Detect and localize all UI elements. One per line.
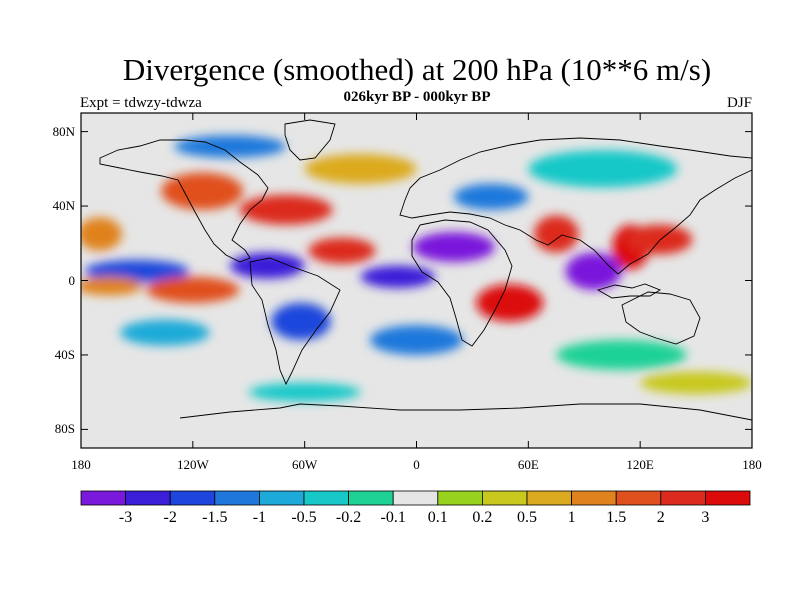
colorbar-swatch-13: [660, 490, 706, 506]
field-region-14: [239, 194, 333, 225]
colorbar-swatch-3: [214, 490, 260, 506]
season-label: DJF: [726, 95, 752, 111]
x-tick-label: 180: [742, 457, 762, 472]
map-title: Divergence (smoothed) at 200 hPa (10**6 …: [122, 52, 712, 87]
field-region-3: [230, 252, 305, 279]
field-region-19: [304, 153, 417, 184]
y-tick-label: 0: [68, 272, 76, 288]
colorbar-label: -2: [163, 509, 177, 526]
colorbar-swatch-12: [615, 490, 662, 506]
field-region-4: [271, 302, 331, 341]
coastline-africa: [411, 219, 513, 347]
colorbar-label: -3: [118, 509, 133, 526]
field-region-21: [528, 150, 678, 188]
x-tick-label: 120E: [626, 457, 654, 472]
experiment-label: Expt = tdwzy-tdwza: [80, 95, 202, 111]
x-tick-label: 60E: [517, 457, 539, 472]
coastlines: [99, 119, 753, 421]
field-layer: [81, 113, 752, 448]
field-region-23: [248, 382, 361, 402]
field-region-2: [146, 276, 240, 303]
field-region-9: [533, 215, 579, 253]
colorbar-swatch-14: [705, 490, 751, 506]
coastline-south-america: [249, 257, 341, 386]
field-region-16: [369, 325, 464, 355]
field-region-15: [81, 217, 122, 251]
colorbar-swatch-8: [437, 490, 483, 506]
coastline-europe-asia: [399, 137, 753, 275]
colorbar-swatch-5: [303, 490, 349, 506]
colorbar-label: 0.5: [517, 509, 537, 526]
field-region-20: [174, 135, 287, 158]
axis-ticks: [80, 113, 753, 448]
colorbar-label: 2: [656, 509, 665, 526]
field-region-22: [640, 371, 752, 395]
colorbar-swatch-4: [258, 490, 305, 506]
colorbar-swatch-10: [526, 490, 572, 506]
coastline-indonesia: [596, 283, 662, 299]
field-region-24: [453, 183, 529, 210]
field-region-5: [308, 237, 376, 264]
colorbar-label: 1: [567, 509, 576, 526]
colorbar-label: -0.5: [291, 509, 317, 526]
colorbar-label: 1.5: [606, 509, 627, 526]
x-tick-label: 180: [71, 457, 91, 472]
y-tick-label: 80S: [54, 421, 75, 437]
field-region-18: [556, 340, 687, 370]
field-region-12: [625, 224, 693, 255]
field-region-13: [161, 172, 244, 210]
colorbar-label: -0.2: [335, 509, 362, 526]
colorbar-swatch-0: [80, 490, 126, 506]
y-tick-label: 40S: [54, 346, 75, 362]
colorbar-swatch-11: [571, 490, 617, 506]
coastline-north-america: [99, 139, 269, 263]
map-subtitle: 026kyr BP - 000kyr BP: [343, 89, 491, 105]
x-tick-label: 0: [413, 457, 420, 472]
colorbar-swatch-2: [169, 490, 216, 506]
field-region-10: [565, 252, 622, 290]
colorbar-swatch-1: [125, 490, 171, 506]
colorbar-swatch-7: [392, 490, 439, 506]
coastline-greenland: [284, 119, 336, 161]
colorbar-label: 3: [701, 509, 710, 526]
colorbar-swatch-6: [348, 490, 394, 506]
colorbar-swatch-9: [481, 490, 528, 506]
colorbar-label: -1: [252, 509, 267, 526]
field-region-8: [476, 284, 544, 322]
field-region-17: [120, 319, 210, 346]
coastline-australia: [621, 291, 701, 345]
colorbar-label: -1.5: [202, 509, 228, 526]
colorbar: [80, 490, 751, 506]
y-tick-label: 40N: [52, 198, 75, 214]
y-tick-label: 80N: [52, 123, 75, 139]
colorbar-label: 0.2: [472, 509, 493, 526]
x-tick-label: 60W: [292, 457, 318, 472]
colorbar-label: -0.1: [380, 509, 406, 526]
coastline-antarctica: [179, 403, 753, 421]
field-region-0: [84, 260, 190, 283]
field-region-1: [81, 276, 143, 296]
field-region-7: [412, 232, 495, 262]
field-region-6: [360, 265, 436, 288]
x-tick-label: 120W: [176, 457, 209, 472]
colorbar-label: 0.1: [427, 509, 448, 526]
